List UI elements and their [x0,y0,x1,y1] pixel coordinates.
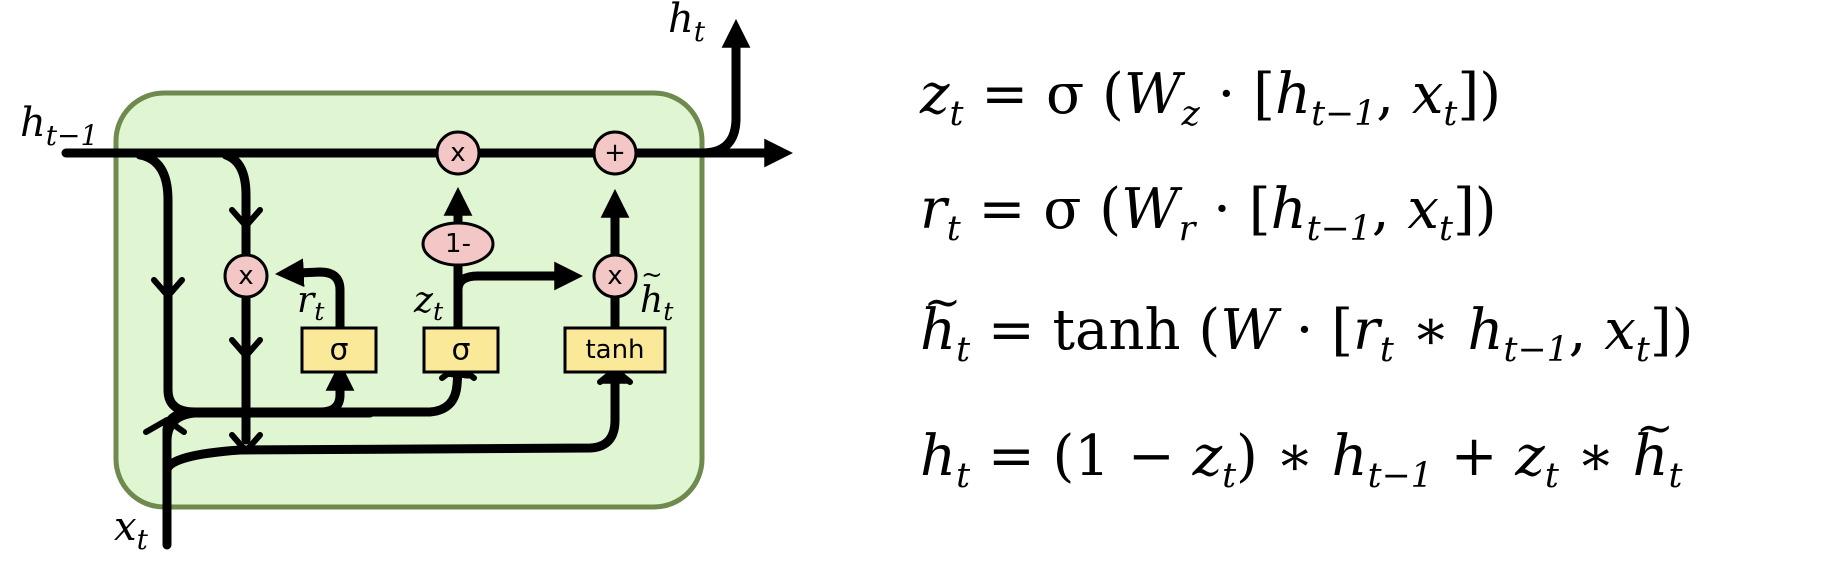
h-out-label: ht [668,0,706,48]
h-cand-tilde: ~ [641,260,663,290]
equation-candidate: ht = tanh (W · [rt ∗ ht−1, xt]) [920,275,1694,368]
zt-label: zt [413,280,444,326]
output-branch [697,18,751,158]
bus-to-reset-sigma [315,361,355,417]
h-prev-label: ht−1 [20,100,98,152]
equation-reset-gate: rt = σ (Wr · [ht−1, xt]) [920,177,1497,250]
svg-text:x: x [607,261,622,291]
svg-text:x: x [450,138,465,168]
reset-gate-sigmoid-layer: σ [300,326,378,374]
zt-to-update-mult [453,261,584,295]
reset-multiply-node: x [223,253,269,299]
equation-hidden-state: ht = (1 − zt) ∗ ht−1 + zt ∗ ht [920,401,1682,494]
update-multiply-node: x [592,253,638,299]
h-prev-branch-left [135,150,472,417]
one-minus-node: 1- [421,221,495,267]
gru-cell [113,90,705,510]
add-node: + [592,130,638,176]
x-bus-lower [162,354,630,475]
h-cand-label: ht [640,280,674,326]
svg-text:σ: σ [451,333,470,368]
svg-text:tanh: tanh [585,335,644,365]
flow-chevron [229,337,263,359]
update-gate-sigmoid-layer: σ [422,326,500,374]
h-prev-branch-right [221,150,251,261]
svg-text:σ: σ [329,333,348,368]
candidate-tanh-layer: tanh [563,326,667,374]
keep-multiply-node: x [435,130,481,176]
flow-chevron [229,207,263,229]
rt-label: rt [297,280,325,326]
svg-text:1-: 1- [445,229,471,259]
flow-chevron [143,417,187,435]
flow-chevron [151,277,185,299]
svg-text:+: + [604,138,626,168]
equation-update-gate: zt = σ (Wz · [ht−1, xt]) [920,62,1502,135]
svg-text:x: x [238,261,253,291]
flow-chevron [229,432,263,454]
x-in-label: xt [114,504,149,556]
rt-arrow [274,258,345,333]
